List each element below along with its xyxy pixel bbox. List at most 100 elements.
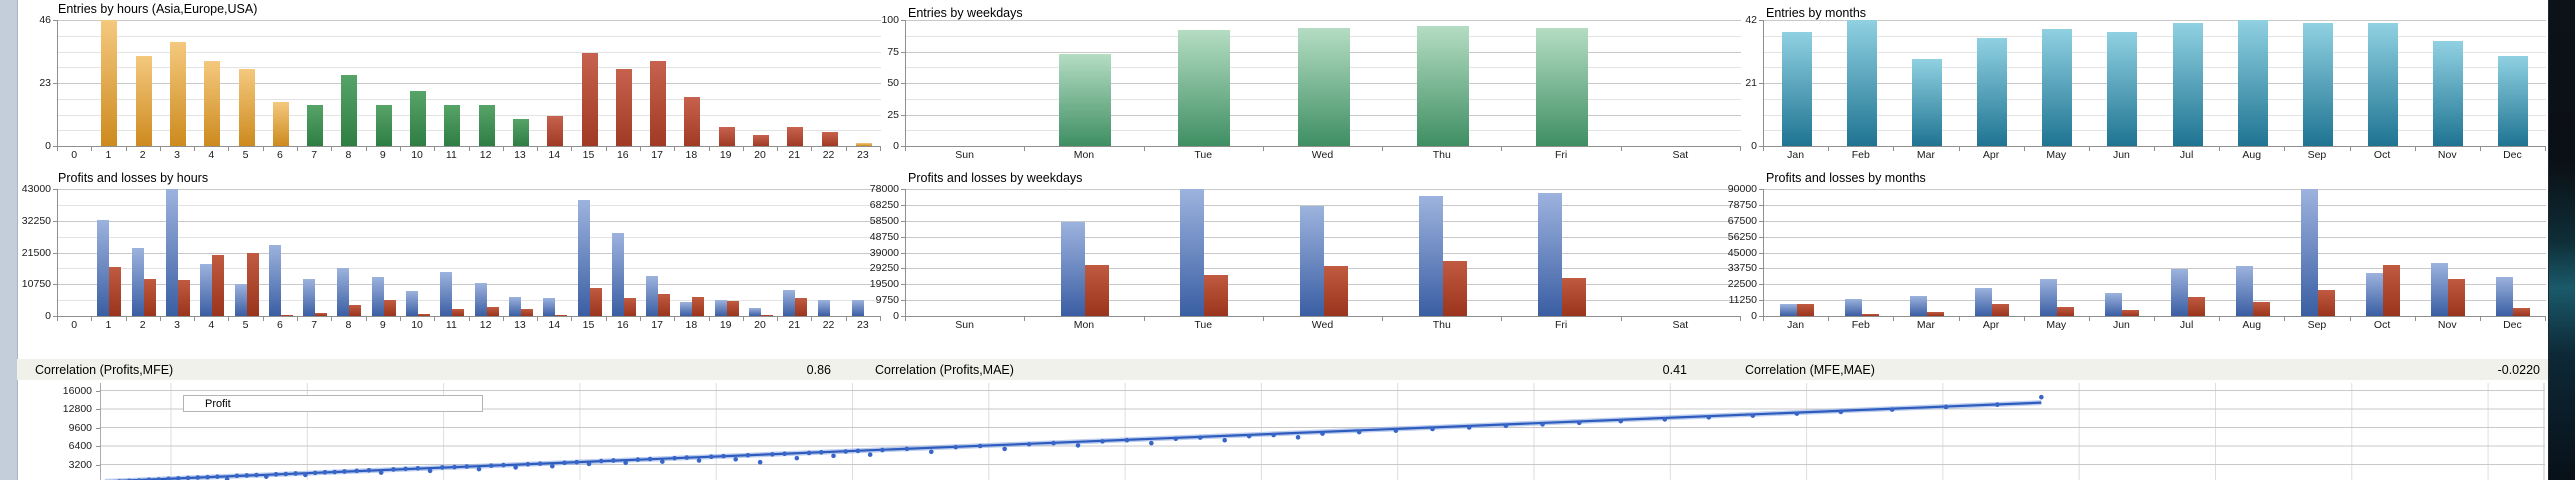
y-axis-label: 39000 (869, 246, 899, 259)
bar-loss-Sep (2317, 289, 2335, 316)
gridline (1764, 252, 2546, 254)
x-axis-tick (2023, 317, 2025, 321)
bar-loss-10 (418, 313, 431, 316)
bar-profit-2 (131, 248, 144, 316)
scatter-point (501, 462, 506, 468)
scatter-point (696, 458, 702, 463)
gridline (1764, 98, 2546, 100)
bar-loss-Apr (1992, 304, 2010, 316)
scatter-point (1026, 441, 1032, 447)
chart-title: Entries by months (1766, 6, 1867, 20)
scatter-point (1271, 432, 1276, 438)
plot-area (1763, 189, 2546, 317)
y-axis-tick (53, 146, 57, 147)
y-axis-label: 68250 (869, 198, 899, 211)
scatter-point (1706, 415, 1712, 420)
x-axis-label: 22 (822, 149, 835, 161)
y-axis-tick (53, 20, 57, 21)
x-axis-label: 16 (616, 149, 629, 161)
gridline (58, 252, 881, 254)
bar-profit-Feb (1844, 299, 1862, 316)
y-axis-tick (1759, 236, 1763, 238)
gridline (906, 236, 1741, 238)
scatter-point (782, 451, 787, 457)
scatter-point (195, 475, 201, 480)
x-axis-tick (1763, 147, 1764, 151)
x-axis-label: Jul (2179, 319, 2194, 331)
bar-May (2042, 29, 2073, 146)
scatter-point (185, 475, 191, 480)
scatter-point (745, 452, 751, 458)
scatter-point (273, 472, 279, 477)
x-axis-tick (605, 317, 607, 321)
x-axis-tick (2088, 317, 2090, 321)
x-axis-label: Aug (2242, 319, 2262, 331)
y-axis-label: 22500 (1727, 278, 1757, 291)
bar-loss-Fri (1562, 277, 1587, 316)
gridline (1764, 51, 2546, 53)
x-axis-label: 6 (276, 319, 283, 331)
scatter-point (672, 455, 677, 461)
bar-loss-Nov (2448, 279, 2466, 316)
scatter-point (929, 449, 934, 455)
scatter-point (880, 447, 885, 453)
y-axis-tick (1759, 20, 1763, 21)
x-axis-label: 7 (311, 319, 318, 331)
y-axis-tick (1759, 252, 1763, 254)
x-axis-label: Jan (1787, 319, 1805, 331)
scatter-point (708, 454, 714, 459)
gridline (1764, 130, 2546, 132)
plot-area (57, 20, 881, 147)
window-left-edge (0, 0, 18, 480)
x-axis-label: 11 (445, 319, 457, 331)
bar-loss-1 (109, 266, 122, 316)
gridline (58, 236, 881, 238)
bar-loss-11 (452, 309, 465, 316)
gridline (1764, 300, 2546, 302)
x-axis-label: Mon (1073, 319, 1095, 331)
x-axis-label: Jun (2112, 149, 2130, 161)
bar-8 (341, 74, 358, 146)
scatter-point (415, 465, 421, 471)
x-axis-label: 14 (548, 319, 561, 331)
bar-16 (615, 69, 632, 146)
x-axis-label: 13 (514, 319, 526, 331)
x-axis-tick (1501, 147, 1503, 151)
scatter-point (537, 461, 543, 466)
scatter-point (525, 461, 531, 467)
gridline (1764, 114, 2546, 116)
x-axis-label: 21 (788, 149, 801, 161)
y-axis-tick (901, 284, 905, 286)
x-axis-label: Sep (2307, 149, 2327, 161)
scatter-point (1124, 437, 1130, 443)
scatter-point (867, 452, 873, 457)
scatter-point (1295, 435, 1301, 440)
x-axis-tick (674, 147, 676, 151)
y-axis-label: 19500 (869, 278, 899, 291)
bar-6 (272, 102, 289, 146)
y-axis-tick (96, 390, 100, 392)
correlation-label: Correlation (Profits,MAE) (875, 362, 1014, 377)
x-axis-label: 8 (345, 319, 352, 331)
y-axis-tick (1759, 220, 1763, 222)
x-axis-label: Sat (1672, 319, 1689, 331)
bar-18 (684, 96, 701, 146)
x-axis-label: 13 (514, 149, 526, 161)
x-axis-label: 22 (822, 319, 835, 331)
x-axis-label: 11 (445, 149, 457, 161)
plot-area (905, 20, 1741, 147)
chart-title: Profits and losses by hours (58, 171, 209, 185)
bar-11 (444, 104, 461, 146)
y-axis-tick (1759, 204, 1763, 206)
scatter-point (427, 468, 433, 474)
x-axis-tick (639, 147, 641, 151)
scatter-plot-area (100, 383, 2545, 480)
y-axis-label: 56250 (1727, 230, 1757, 243)
x-axis-tick (228, 147, 230, 151)
y-axis-tick (1759, 146, 1763, 147)
x-axis-label: Tue (1194, 319, 1213, 331)
bar-20 (752, 135, 769, 146)
